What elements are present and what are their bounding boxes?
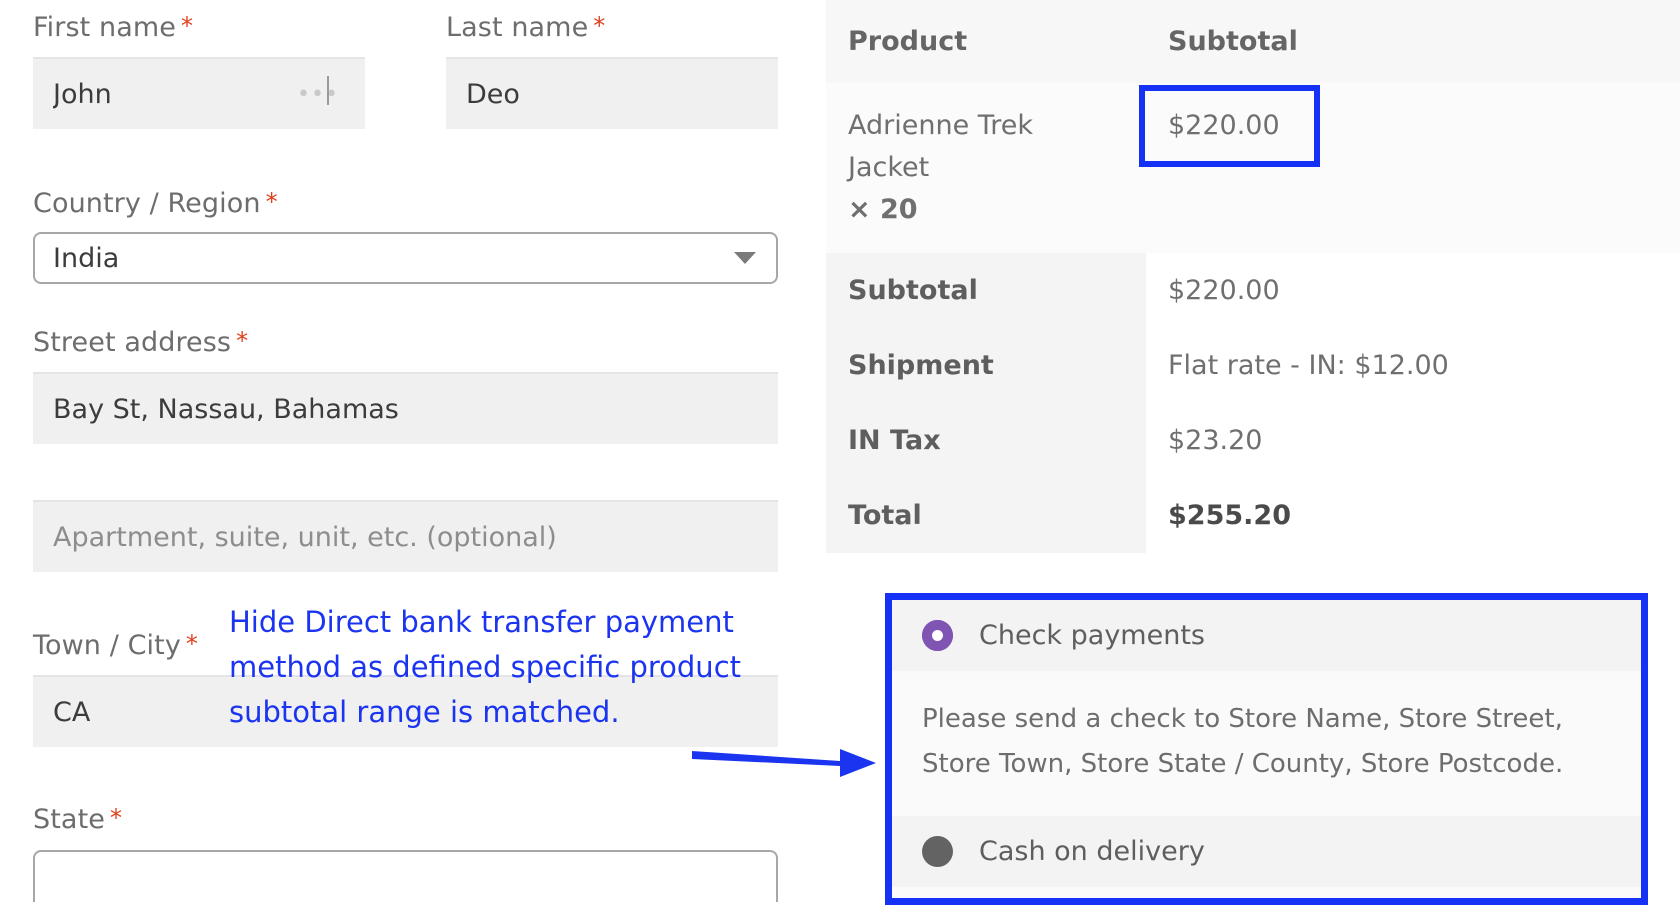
order-review: Product Subtotal Adrienne Trek Jacket × … xyxy=(826,0,1680,553)
country-select[interactable]: India xyxy=(33,232,778,284)
annotation-text: Hide Direct bank transfer payment method… xyxy=(229,605,742,729)
state-select[interactable] xyxy=(33,850,778,902)
line-item-name: Adrienne Trek Jacket xyxy=(848,110,1034,183)
last-name-label: Last name * xyxy=(446,12,605,43)
required-marker: * xyxy=(180,12,194,40)
payment-option-cheque[interactable]: Check payments xyxy=(892,600,1641,671)
chevron-down-icon xyxy=(734,252,756,264)
radio-selected-icon[interactable] xyxy=(922,620,953,651)
first-name-label-text: First name xyxy=(33,12,176,43)
payment-option-cod[interactable]: Cash on delivery xyxy=(892,816,1641,888)
first-name-input[interactable] xyxy=(33,57,365,129)
last-name-input[interactable] xyxy=(446,57,778,129)
line-item-quantity: × 20 xyxy=(848,193,918,225)
total-label-grand: Total xyxy=(826,477,1146,553)
total-label-subtotal: Subtotal xyxy=(826,252,1146,328)
order-table-header-row: Product Subtotal xyxy=(826,0,1680,83)
order-total-row-shipment: Shipment Flat rate - IN: $12.00 xyxy=(826,327,1680,403)
required-marker: * xyxy=(265,188,278,216)
total-value-tax: $23.20 xyxy=(1146,402,1680,478)
street-address-input[interactable] xyxy=(33,372,778,444)
total-label-tax: IN Tax xyxy=(826,402,1146,478)
payment-option-cheque-label: Check payments xyxy=(979,620,1205,651)
radio-unselected-icon[interactable] xyxy=(922,836,953,868)
total-value-subtotal: $220.00 xyxy=(1146,252,1680,328)
town-city-label-text: Town / City xyxy=(33,630,181,661)
address-line-2-input[interactable] xyxy=(33,500,778,572)
payment-option-cod-label: Cash on delivery xyxy=(979,836,1205,868)
required-marker: * xyxy=(593,12,606,40)
billing-form: First name* ••• Last name* Country / Reg… xyxy=(0,0,826,920)
payment-methods-panel: Check payments Please send a check to St… xyxy=(885,593,1648,905)
country-select-value: India xyxy=(53,242,120,274)
total-value-shipment: Flat rate - IN: $12.00 xyxy=(1146,327,1680,403)
column-header-product: Product xyxy=(826,0,1146,83)
street-address-label-text: Street address xyxy=(33,327,232,358)
state-label: State * xyxy=(33,804,122,835)
order-total-row-total: Total $255.20 xyxy=(826,477,1680,553)
required-marker: * xyxy=(109,804,123,832)
country-label-text: Country / Region xyxy=(33,188,261,219)
required-marker: * xyxy=(236,327,249,355)
country-label: Country / Region * xyxy=(33,188,278,219)
order-total-row-tax: IN Tax $23.20 xyxy=(826,402,1680,478)
order-review-table: Product Subtotal Adrienne Trek Jacket × … xyxy=(826,0,1680,553)
column-header-subtotal: Subtotal xyxy=(1146,0,1680,83)
state-label-text: State xyxy=(33,804,105,835)
first-name-label: First name * xyxy=(33,12,193,43)
required-marker: * xyxy=(185,630,199,658)
total-value-grand: $255.20 xyxy=(1146,477,1680,553)
order-line-item-row: Adrienne Trek Jacket × 20 $220.00 xyxy=(826,83,1680,253)
last-name-label-text: Last name xyxy=(446,12,589,43)
annotation-arrow-icon xyxy=(692,749,876,777)
town-city-input[interactable] xyxy=(33,675,778,747)
text-caret xyxy=(327,76,329,105)
total-label-shipment: Shipment xyxy=(826,327,1146,403)
payment-method-description: Please send a check to Store Name, Store… xyxy=(892,671,1641,817)
line-item-subtotal-cell: $220.00 xyxy=(1146,83,1680,253)
town-city-label: Town / City * xyxy=(33,630,198,661)
street-address-label: Street address * xyxy=(33,327,248,358)
order-total-row-subtotal: Subtotal $220.00 xyxy=(826,252,1680,328)
line-item-name-cell: Adrienne Trek Jacket × 20 xyxy=(826,83,1146,253)
